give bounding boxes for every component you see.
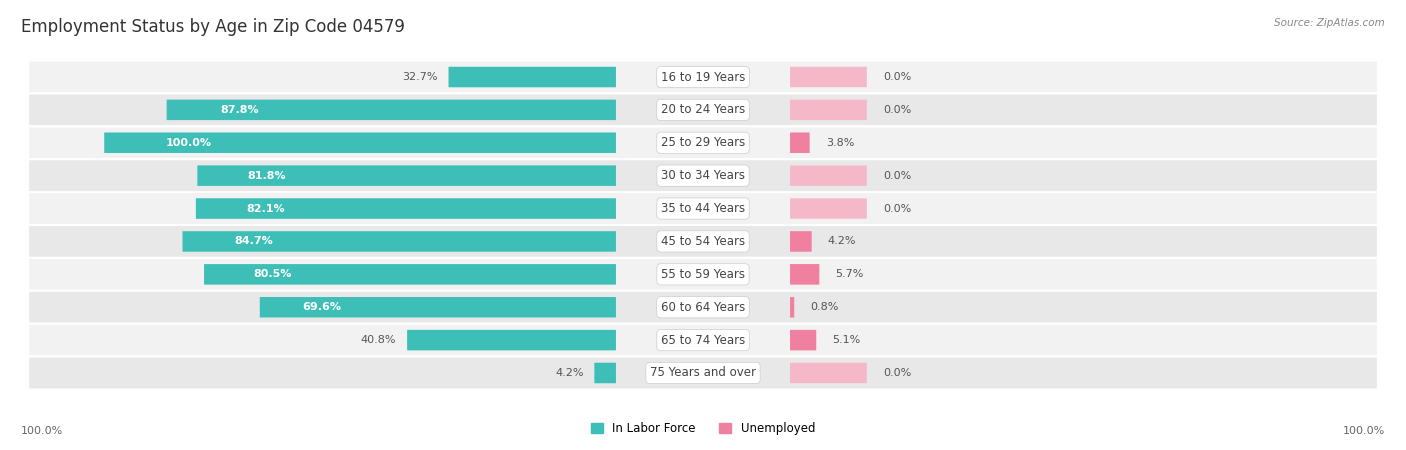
FancyBboxPatch shape (183, 231, 616, 252)
FancyBboxPatch shape (195, 198, 616, 219)
FancyBboxPatch shape (28, 61, 1378, 94)
Text: 0.0%: 0.0% (883, 171, 911, 180)
Text: 30 to 34 Years: 30 to 34 Years (661, 169, 745, 182)
Text: 0.0%: 0.0% (883, 203, 911, 214)
FancyBboxPatch shape (204, 264, 616, 284)
FancyBboxPatch shape (197, 166, 616, 186)
FancyBboxPatch shape (260, 297, 616, 317)
FancyBboxPatch shape (595, 363, 616, 383)
Text: 55 to 59 Years: 55 to 59 Years (661, 268, 745, 281)
Text: 82.1%: 82.1% (246, 203, 285, 214)
Text: 0.8%: 0.8% (810, 302, 839, 312)
FancyBboxPatch shape (104, 133, 616, 153)
Text: 80.5%: 80.5% (253, 270, 292, 279)
Text: 100.0%: 100.0% (21, 427, 63, 436)
Text: 100.0%: 100.0% (166, 138, 212, 148)
Text: 87.8%: 87.8% (221, 105, 259, 115)
FancyBboxPatch shape (790, 133, 810, 153)
Text: 100.0%: 100.0% (1343, 427, 1385, 436)
Legend: In Labor Force, Unemployed: In Labor Force, Unemployed (591, 422, 815, 435)
Text: 0.0%: 0.0% (883, 72, 911, 82)
Text: 45 to 54 Years: 45 to 54 Years (661, 235, 745, 248)
FancyBboxPatch shape (790, 133, 810, 153)
FancyBboxPatch shape (449, 67, 616, 87)
FancyBboxPatch shape (260, 297, 616, 317)
FancyBboxPatch shape (197, 166, 616, 186)
FancyBboxPatch shape (790, 198, 868, 219)
FancyBboxPatch shape (167, 100, 616, 120)
FancyBboxPatch shape (790, 231, 811, 252)
Text: 75 Years and over: 75 Years and over (650, 366, 756, 379)
Text: Employment Status by Age in Zip Code 04579: Employment Status by Age in Zip Code 045… (21, 18, 405, 36)
FancyBboxPatch shape (790, 330, 815, 350)
FancyBboxPatch shape (28, 258, 1378, 291)
Text: 32.7%: 32.7% (402, 72, 437, 82)
FancyBboxPatch shape (28, 324, 1378, 356)
FancyBboxPatch shape (595, 363, 616, 383)
Text: 84.7%: 84.7% (235, 236, 273, 247)
Text: 65 to 74 Years: 65 to 74 Years (661, 333, 745, 346)
FancyBboxPatch shape (195, 198, 616, 219)
FancyBboxPatch shape (28, 159, 1378, 192)
Text: 81.8%: 81.8% (247, 171, 287, 180)
Text: 16 to 19 Years: 16 to 19 Years (661, 71, 745, 84)
FancyBboxPatch shape (449, 67, 616, 87)
FancyBboxPatch shape (790, 330, 815, 350)
Text: Source: ZipAtlas.com: Source: ZipAtlas.com (1274, 18, 1385, 28)
FancyBboxPatch shape (790, 166, 868, 186)
FancyBboxPatch shape (408, 330, 616, 350)
FancyBboxPatch shape (790, 363, 868, 383)
FancyBboxPatch shape (790, 100, 868, 120)
FancyBboxPatch shape (28, 356, 1378, 389)
FancyBboxPatch shape (790, 264, 820, 284)
FancyBboxPatch shape (28, 225, 1378, 258)
FancyBboxPatch shape (28, 291, 1378, 324)
Text: 4.2%: 4.2% (828, 236, 856, 247)
FancyBboxPatch shape (28, 192, 1378, 225)
Text: 5.7%: 5.7% (835, 270, 863, 279)
FancyBboxPatch shape (408, 330, 616, 350)
FancyBboxPatch shape (790, 231, 811, 252)
Text: 5.1%: 5.1% (832, 335, 860, 345)
Text: 0.0%: 0.0% (883, 105, 911, 115)
FancyBboxPatch shape (28, 94, 1378, 126)
FancyBboxPatch shape (790, 67, 868, 87)
FancyBboxPatch shape (167, 100, 616, 120)
Text: 25 to 29 Years: 25 to 29 Years (661, 136, 745, 149)
Text: 60 to 64 Years: 60 to 64 Years (661, 301, 745, 314)
Text: 4.2%: 4.2% (555, 368, 583, 378)
FancyBboxPatch shape (183, 231, 616, 252)
FancyBboxPatch shape (790, 264, 820, 284)
FancyBboxPatch shape (790, 297, 794, 317)
Text: 3.8%: 3.8% (825, 138, 855, 148)
FancyBboxPatch shape (790, 297, 794, 317)
Text: 40.8%: 40.8% (361, 335, 396, 345)
Text: 35 to 44 Years: 35 to 44 Years (661, 202, 745, 215)
FancyBboxPatch shape (104, 133, 616, 153)
Text: 0.0%: 0.0% (883, 368, 911, 378)
Text: 20 to 24 Years: 20 to 24 Years (661, 104, 745, 117)
FancyBboxPatch shape (28, 126, 1378, 159)
Text: 69.6%: 69.6% (302, 302, 342, 312)
FancyBboxPatch shape (204, 264, 616, 284)
